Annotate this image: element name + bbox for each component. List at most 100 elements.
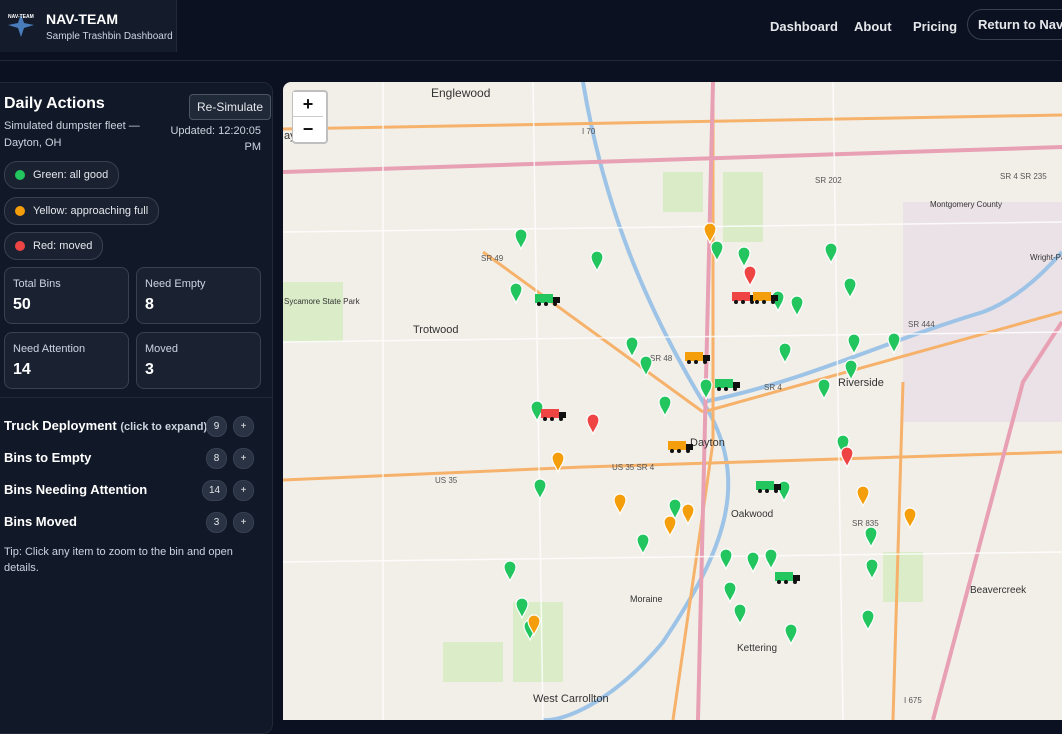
count-badge: 8 <box>206 448 227 469</box>
bin-marker <box>844 359 858 382</box>
side-panel: Daily Actions Re-Simulate Simulated dump… <box>0 82 273 734</box>
section-header[interactable]: Truck Deployment (click to expand) <box>4 418 207 433</box>
bin-marker <box>824 242 838 265</box>
map[interactable]: EnglewoodaytonTrotwoodRiversideDaytonOak… <box>283 82 1062 720</box>
bin-marker <box>887 332 901 355</box>
nav-link[interactable]: Pricing <box>913 19 958 34</box>
bin-marker <box>658 395 672 418</box>
truck-wheel <box>543 417 547 421</box>
bin-marker <box>503 560 517 583</box>
truck-wheel <box>703 360 707 364</box>
bin-marker <box>743 265 757 288</box>
zoom-out-button[interactable]: − <box>293 116 323 141</box>
expand-button[interactable]: + <box>233 480 254 501</box>
road-label: SR 835 <box>852 519 879 528</box>
legend-item: Yellow: approaching full <box>4 197 160 225</box>
road-label: US 35 SR 4 <box>612 463 655 472</box>
truck-marker <box>775 572 793 581</box>
road-label: I 70 <box>582 127 596 136</box>
nav-link[interactable]: Dashboard <box>770 19 838 34</box>
truck-wheel <box>734 300 738 304</box>
bin-marker <box>509 282 523 305</box>
place-label: Montgomery County <box>930 200 1002 209</box>
expand-button[interactable]: + <box>233 512 254 533</box>
place-label: Englewood <box>431 86 490 100</box>
road-label: SR 4 <box>764 383 782 392</box>
truck-wheel <box>544 302 548 306</box>
stat-card: Need Empty 8 <box>136 267 261 324</box>
panel-title: Daily Actions <box>4 95 105 112</box>
app-subtitle: Sample Trashbin Dashboard <box>46 31 173 42</box>
section-header[interactable]: Bins Moved <box>4 514 77 529</box>
road-label: SR 4 SR 235 <box>1000 172 1047 181</box>
legend-item: Red: moved <box>4 232 104 260</box>
truck-wheel <box>537 302 541 306</box>
truck-cab <box>733 382 740 388</box>
truck-wheel <box>687 360 691 364</box>
truck-wheel <box>694 360 698 364</box>
truck-wheel <box>774 489 778 493</box>
truck-marker <box>756 481 774 490</box>
truck-cab <box>774 484 781 490</box>
road-label: SR 49 <box>481 254 504 263</box>
zoom-in-button[interactable]: + <box>293 92 323 116</box>
expand-button[interactable]: + <box>233 416 254 437</box>
stat-label: Total Bins <box>13 278 61 290</box>
bin-marker <box>864 526 878 549</box>
bin-marker <box>515 597 529 620</box>
count-badge: 9 <box>206 416 227 437</box>
truck-wheel <box>758 489 762 493</box>
truck-wheel <box>733 387 737 391</box>
bin-marker <box>840 446 854 469</box>
count-badge: 14 <box>202 480 227 501</box>
nav-link[interactable]: About <box>854 19 892 34</box>
truck-wheel <box>717 387 721 391</box>
nav-button[interactable]: Return to Nav-Team <box>967 9 1062 40</box>
bin-marker <box>527 614 541 637</box>
truck-wheel <box>784 580 788 584</box>
bin-marker <box>636 533 650 556</box>
place-label: Beavercreek <box>970 585 1027 596</box>
bin-marker <box>856 485 870 508</box>
road-label: SR 444 <box>908 320 935 329</box>
bin-marker <box>668 498 682 521</box>
road-label: I 675 <box>904 696 922 705</box>
legend-item: Green: all good <box>4 161 120 189</box>
section-title: Truck Deployment <box>4 418 117 433</box>
bin-marker <box>865 558 879 581</box>
truck-wheel <box>559 417 563 421</box>
section-header[interactable]: Bins to Empty <box>4 450 91 465</box>
bin-marker <box>903 507 917 530</box>
stat-value: 14 <box>13 361 31 378</box>
stat-card: Need Attention 14 <box>4 332 129 389</box>
truck-wheel <box>686 449 690 453</box>
truck-marker <box>715 379 733 388</box>
expand-button[interactable]: + <box>233 448 254 469</box>
bin-marker <box>699 378 713 401</box>
truck-marker <box>535 294 553 303</box>
road-label: SR 202 <box>815 176 842 185</box>
panel-description: Simulated dumpster fleet — Dayton, OH <box>4 120 140 149</box>
truck-marker <box>668 441 686 450</box>
section-header[interactable]: Bins Needing Attention <box>4 482 147 497</box>
bin-marker <box>847 333 861 356</box>
truck-wheel <box>670 449 674 453</box>
bin-marker <box>681 503 695 526</box>
logo[interactable]: NAV-TEAM NAV-TEAM Sample Trashbin Dashbo… <box>0 0 177 52</box>
section-title: Bins to Empty <box>4 450 92 465</box>
bin-marker <box>737 246 751 269</box>
resimulate-button[interactable]: Re-Simulate <box>189 94 272 120</box>
place-label: Moraine <box>630 594 663 604</box>
place-label: Trotwood <box>413 324 458 336</box>
road-label: US 35 <box>435 476 458 485</box>
map-canvas: EnglewoodaytonTrotwoodRiversideDaytonOak… <box>283 82 1062 720</box>
legend-label: Yellow: approaching full <box>33 205 149 217</box>
bin-marker <box>723 581 737 604</box>
section-title: Bins Needing Attention <box>4 482 148 497</box>
bin-marker <box>533 478 547 501</box>
truck-cab <box>553 297 560 303</box>
bin-marker <box>861 609 875 632</box>
truck-cab <box>686 444 693 450</box>
bin-marker <box>703 222 717 245</box>
truck-marker <box>541 409 559 418</box>
